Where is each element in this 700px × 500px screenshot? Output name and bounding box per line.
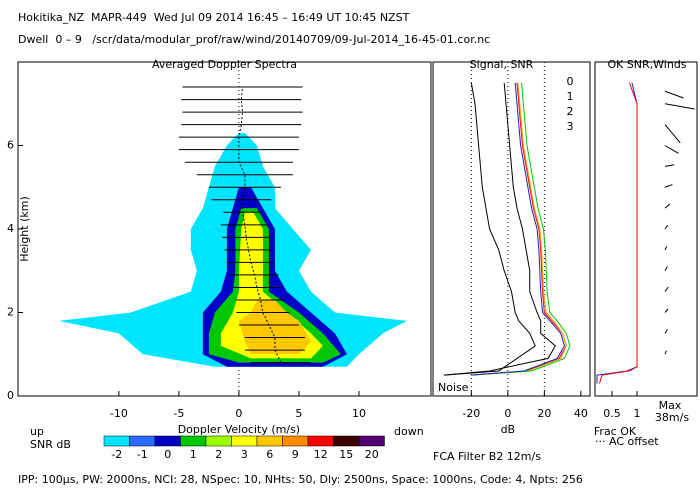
wind-vector bbox=[664, 164, 675, 167]
x-tick-label: 40 bbox=[574, 407, 588, 420]
mean-velocity bbox=[238, 87, 282, 363]
wind-vector bbox=[664, 124, 681, 144]
colorbar-label: 2 bbox=[215, 448, 222, 461]
colorbar-label: -2 bbox=[111, 448, 122, 461]
colorbar-swatch bbox=[231, 435, 258, 447]
label-up: up bbox=[30, 425, 44, 438]
header-line2: Dwell 0 – 9 /scr/data/modular_prof/raw/w… bbox=[18, 33, 490, 46]
colorbar-label: 20 bbox=[365, 448, 379, 461]
colorbar-swatch bbox=[333, 435, 360, 447]
y-tick-label: 6 bbox=[7, 139, 14, 152]
fca-filter: FCA Filter B2 12m/s bbox=[433, 450, 541, 463]
series-line bbox=[596, 82, 638, 384]
x-axis-label: dB bbox=[501, 423, 516, 436]
colorbar-swatch bbox=[129, 435, 156, 447]
series-line bbox=[443, 82, 536, 376]
colorbar-label: 1 bbox=[190, 448, 197, 461]
x-tick-label: 0.5 bbox=[603, 407, 621, 420]
x-tick-label: -5 bbox=[173, 407, 184, 420]
noise-label: Noise bbox=[438, 381, 469, 394]
panel-frame bbox=[17, 61, 432, 397]
legend-entry: 0 bbox=[567, 75, 574, 88]
x-tick-label: 0 bbox=[504, 407, 511, 420]
colorbar-label: 6 bbox=[266, 448, 273, 461]
x-tick-label: 20 bbox=[537, 407, 551, 420]
wind-vector bbox=[664, 103, 695, 110]
series-line bbox=[471, 82, 567, 376]
y-tick-label: 4 bbox=[7, 222, 14, 235]
wind-vector bbox=[664, 145, 679, 154]
x-axis-label: Doppler Velocity (m/s) bbox=[178, 423, 300, 436]
wind-vector bbox=[664, 266, 668, 271]
colorbar-title: SNR dB bbox=[30, 438, 71, 451]
y-axis-label: Height (km) bbox=[18, 196, 31, 262]
colorbar-swatch bbox=[154, 435, 181, 447]
max-label: Max bbox=[659, 399, 682, 412]
x-tick-label: 5 bbox=[295, 407, 302, 420]
panel-title: Averaged Doppler Spectra bbox=[152, 58, 297, 71]
colorbar-swatch bbox=[103, 435, 130, 447]
colorbar-label: 9 bbox=[292, 448, 299, 461]
colorbar-label: 15 bbox=[339, 448, 353, 461]
series-line bbox=[443, 82, 556, 376]
legend-entry: 1 bbox=[567, 90, 574, 103]
wind-vector bbox=[664, 308, 669, 313]
panel-title: Signal, SNR bbox=[470, 58, 534, 71]
colorbar-label: 12 bbox=[314, 448, 328, 461]
x-tick-label: -10 bbox=[110, 407, 128, 420]
label-down: down bbox=[394, 425, 424, 438]
x-tick-label: 10 bbox=[352, 407, 366, 420]
panel-frame bbox=[594, 61, 698, 397]
wind-vector bbox=[664, 286, 669, 292]
colorbar-label: 3 bbox=[241, 448, 248, 461]
wind-vector bbox=[664, 246, 668, 251]
colorbar-swatch bbox=[307, 435, 334, 447]
contour-region bbox=[238, 299, 311, 355]
series-line bbox=[471, 82, 571, 376]
header-line1: Hokitika_NZ MAPR-449 Wed Jul 09 2014 16:… bbox=[18, 11, 410, 24]
x-tick-label: -20 bbox=[462, 407, 480, 420]
wind-vector bbox=[664, 203, 671, 209]
wind-vector bbox=[664, 329, 668, 334]
colorbar-label: -1 bbox=[137, 448, 148, 461]
colorbar-label: 0 bbox=[164, 448, 171, 461]
colorbar-swatch bbox=[180, 435, 207, 447]
panel-title: OK SNR,Winds bbox=[607, 58, 686, 71]
colorbar-swatch bbox=[282, 435, 309, 447]
x-tick-label: 0 bbox=[235, 407, 242, 420]
wind-vector bbox=[664, 350, 667, 355]
x-axis-label: Frac OK bbox=[594, 425, 637, 438]
max-value-label: 38m/s bbox=[655, 411, 689, 424]
colorbar-swatch bbox=[256, 435, 283, 447]
wind-vector bbox=[664, 224, 669, 230]
x-tick-label: 1 bbox=[634, 407, 641, 420]
wind-vector bbox=[664, 184, 673, 188]
panel-frame bbox=[432, 61, 591, 397]
offset-label: ··· AC offset bbox=[595, 435, 659, 448]
series-line bbox=[599, 82, 638, 384]
colorbar-swatch bbox=[358, 435, 385, 447]
y-tick-label: 2 bbox=[7, 306, 14, 319]
series-line bbox=[471, 82, 565, 376]
footer: IPP: 100µs, PW: 2000ns, NCI: 28, NSpec: … bbox=[18, 473, 583, 486]
legend-entry: 3 bbox=[567, 120, 574, 133]
colorbar-swatch bbox=[205, 435, 232, 447]
y-tick-label: 0 bbox=[7, 389, 14, 402]
legend-entry: 2 bbox=[567, 105, 574, 118]
wind-vector bbox=[664, 90, 684, 99]
